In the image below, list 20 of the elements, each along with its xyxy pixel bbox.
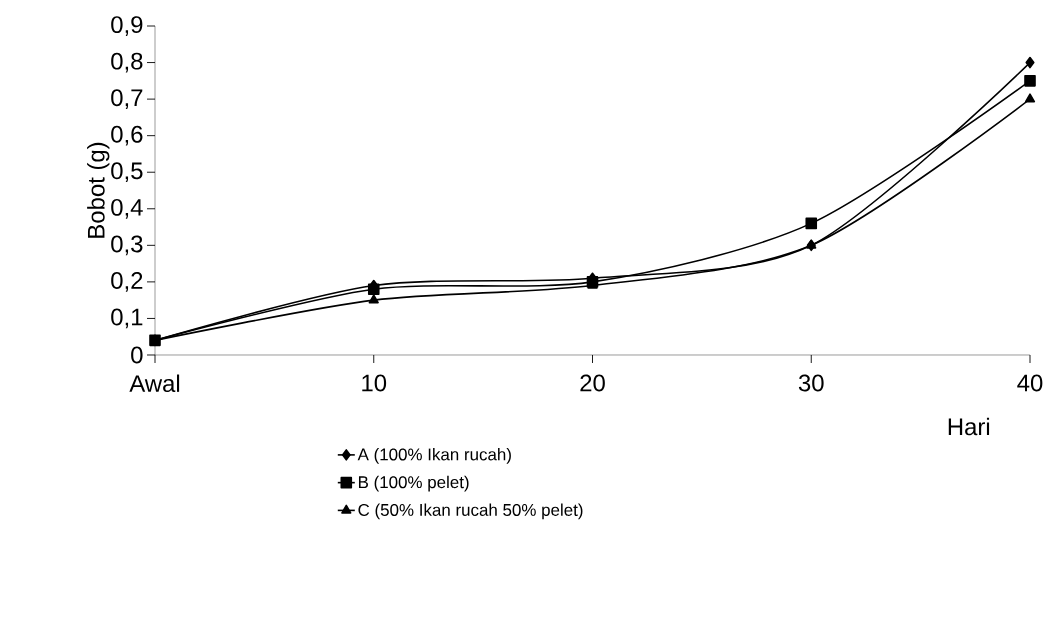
- y-tick-label: 0: [131, 346, 143, 364]
- y-tick-label: 0,4: [111, 198, 143, 219]
- y-axis-title: Bobot (g): [87, 142, 110, 238]
- y-tick-label: 0,1: [111, 308, 143, 329]
- legend-label: B (100% pelet): [358, 475, 469, 492]
- y-tick-label: 0,5: [111, 162, 143, 183]
- legend-label: A (100% Ikan rucah): [357, 448, 511, 464]
- y-tick-label: 0,3: [111, 235, 143, 256]
- x-tick-label: Awal: [129, 374, 180, 393]
- x-axis-title: Hari: [948, 417, 990, 436]
- y-tick-label: 0,9: [111, 16, 143, 36]
- y-tick-label: 0,2: [111, 272, 143, 292]
- x-tick-label: 40: [1017, 374, 1043, 392]
- x-tick-label: 30: [798, 374, 824, 392]
- legend-label: C (50% Ikan rucah 50% pelet): [358, 503, 583, 520]
- y-tick-label: 0,8: [111, 52, 143, 73]
- x-tick-label: 20: [580, 374, 605, 392]
- y-tick-label: 0,6: [111, 125, 143, 146]
- y-tick-label: 0,7: [111, 89, 143, 109]
- x-tick-label: 10: [362, 374, 387, 392]
